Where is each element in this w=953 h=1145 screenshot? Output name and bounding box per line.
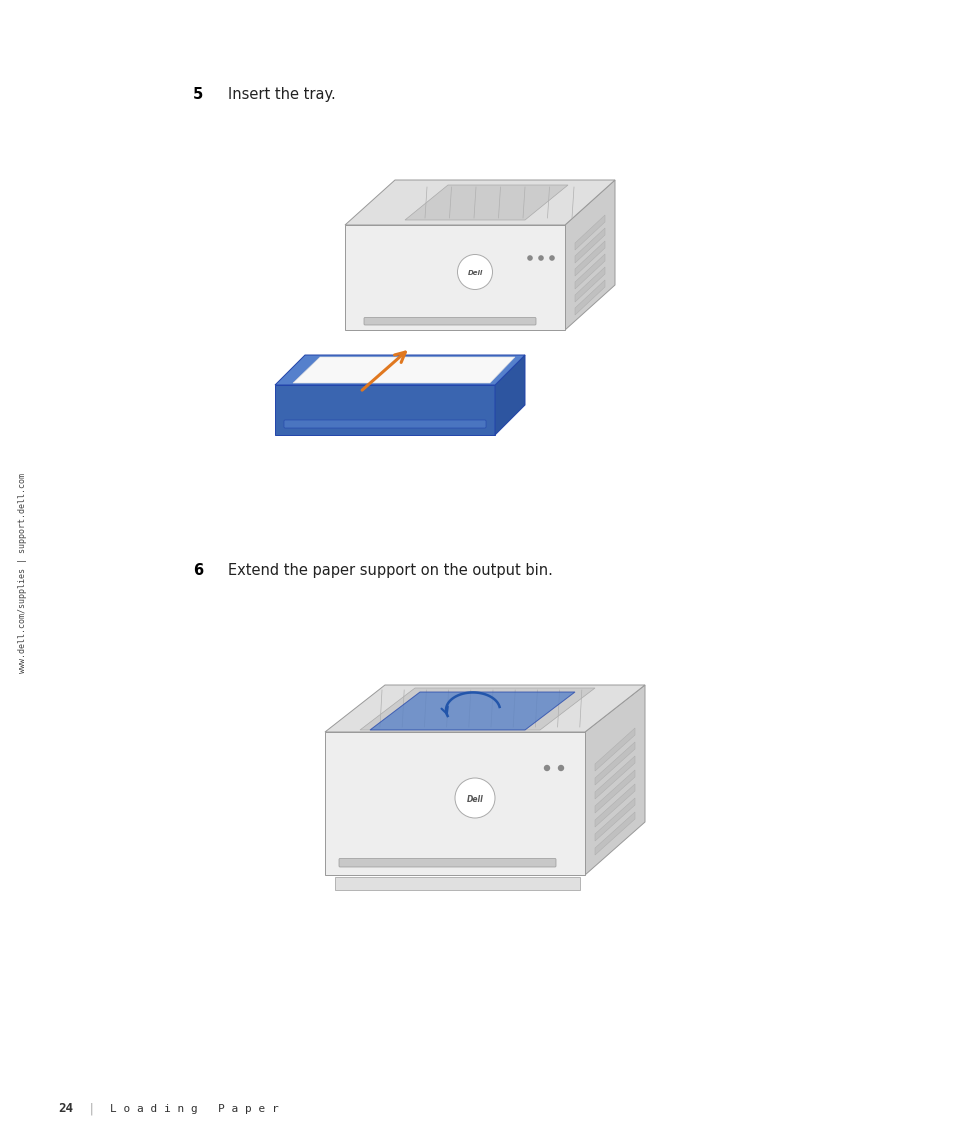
Text: 24: 24 [58,1103,73,1115]
Circle shape [558,765,563,772]
Polygon shape [325,685,644,732]
Polygon shape [595,728,635,771]
Polygon shape [575,215,604,250]
Polygon shape [575,240,604,276]
Text: 5: 5 [193,87,203,102]
Polygon shape [575,267,604,302]
Text: Insert the tray.: Insert the tray. [228,87,335,102]
Polygon shape [595,769,635,813]
Polygon shape [325,732,584,875]
FancyBboxPatch shape [364,317,536,325]
Polygon shape [595,742,635,785]
Polygon shape [345,180,615,226]
Circle shape [527,255,532,261]
Text: 6: 6 [193,563,203,578]
Polygon shape [575,281,604,315]
Circle shape [543,765,550,772]
Polygon shape [274,355,524,385]
Polygon shape [274,385,495,435]
Polygon shape [595,798,635,840]
Polygon shape [595,812,635,855]
Polygon shape [575,228,604,263]
Circle shape [549,255,555,261]
Circle shape [455,777,495,818]
Polygon shape [495,355,524,435]
FancyBboxPatch shape [338,859,556,867]
Text: L o a d i n g   P a p e r: L o a d i n g P a p e r [110,1104,278,1114]
Polygon shape [595,756,635,799]
Polygon shape [359,688,595,731]
Text: Dell: Dell [466,795,483,804]
Polygon shape [595,784,635,827]
Circle shape [537,255,543,261]
Text: Extend the paper support on the output bin.: Extend the paper support on the output b… [228,563,553,578]
Text: |: | [88,1103,95,1115]
Text: Dell: Dell [467,270,482,276]
Polygon shape [575,254,604,289]
FancyBboxPatch shape [284,420,485,428]
Polygon shape [335,877,579,890]
Text: www.dell.com/supplies | support.dell.com: www.dell.com/supplies | support.dell.com [17,473,27,673]
Polygon shape [584,685,644,875]
Polygon shape [293,357,515,382]
Polygon shape [345,226,564,330]
Polygon shape [405,185,567,220]
Circle shape [457,254,492,290]
Polygon shape [564,180,615,330]
Polygon shape [370,692,575,731]
